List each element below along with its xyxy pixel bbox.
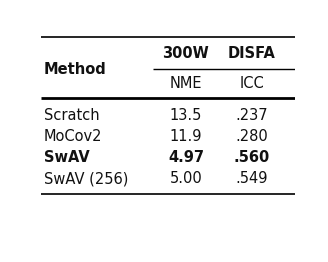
Text: .280: .280 bbox=[236, 129, 268, 144]
Text: SwAV (256): SwAV (256) bbox=[44, 171, 128, 186]
Text: 5.00: 5.00 bbox=[170, 171, 202, 186]
Text: Scratch: Scratch bbox=[44, 108, 99, 123]
Text: .560: .560 bbox=[234, 150, 270, 165]
Text: SwAV: SwAV bbox=[44, 150, 89, 165]
Text: ICC: ICC bbox=[240, 76, 264, 91]
Text: NME: NME bbox=[170, 76, 202, 91]
Text: Method: Method bbox=[44, 62, 106, 77]
Text: 11.9: 11.9 bbox=[170, 129, 202, 144]
Text: .237: .237 bbox=[236, 108, 268, 123]
Text: MoCov2: MoCov2 bbox=[44, 129, 102, 144]
Text: DISFA: DISFA bbox=[228, 46, 276, 61]
Text: 4.97: 4.97 bbox=[168, 150, 204, 165]
Text: .549: .549 bbox=[236, 171, 268, 186]
Text: 300W: 300W bbox=[162, 46, 209, 61]
Text: 13.5: 13.5 bbox=[170, 108, 202, 123]
